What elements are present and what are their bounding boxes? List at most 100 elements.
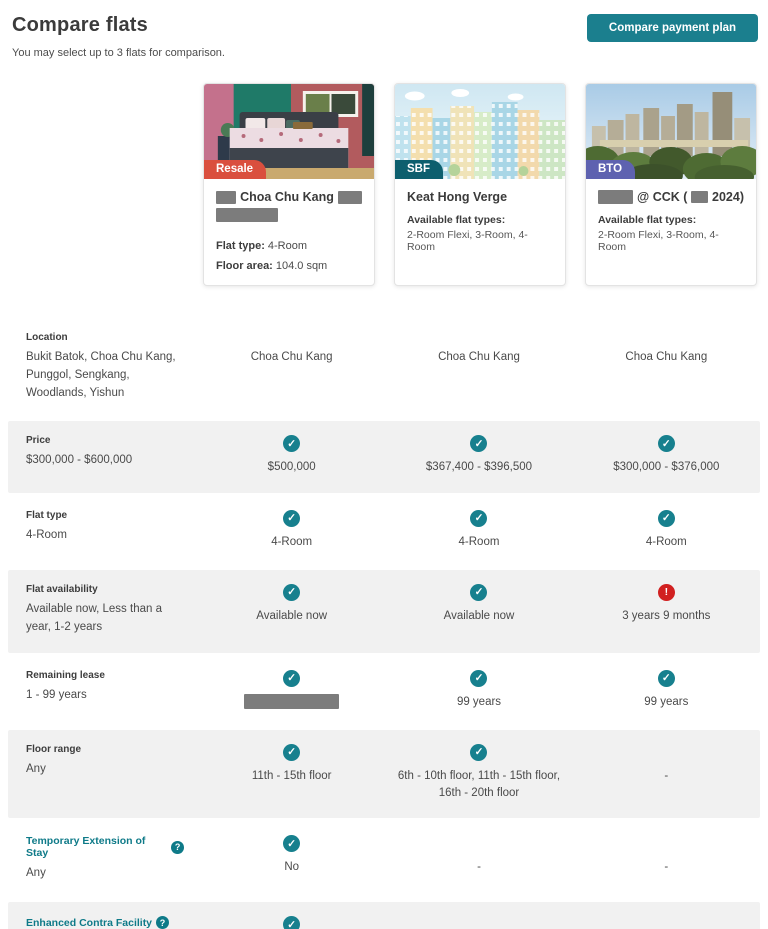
flat-cards: Resale Choa Chu Kang Flat type: 4-Room Fl… — [203, 83, 758, 286]
bto-project-render: BTO — [586, 84, 756, 179]
compare-cell: - — [664, 769, 669, 782]
flat-type-detail: Flat type: 4-Room — [216, 240, 362, 252]
flat-type-label: Flat type: — [216, 240, 265, 252]
row-location: Location Bukit Batok, Choa Chu Kang, Pun… — [8, 318, 760, 418]
check-icon: ✓ — [657, 669, 675, 687]
compare-cell: ✓ $500,000 — [198, 435, 385, 476]
row-temporary-extension-of-stay: Temporary Extension of Stay ? Any ✓ No - … — [8, 821, 760, 899]
redacted-text-block — [598, 190, 634, 204]
row-flat-availability: Flat availability Available now, Less th… — [8, 569, 760, 653]
bto-badge: BTO — [586, 160, 636, 179]
flat-name-visible: @ CCK ( — [637, 190, 688, 204]
redacted-text-block — [216, 208, 278, 222]
check-icon: ✓ — [283, 435, 301, 453]
row-remaining-lease: Remaining lease 1 - 99 years ✓ ✓ 99 years… — [8, 656, 760, 727]
compare-cell: ✓ — [198, 669, 385, 711]
check-icon: ✓ — [470, 583, 488, 601]
compare-cell: ✓ 99 years — [573, 669, 760, 711]
flat-card-resale[interactable]: Resale Choa Chu Kang Flat type: 4-Room Fl… — [203, 83, 375, 286]
check-icon: ✓ — [470, 743, 488, 761]
check-icon: ✓ — [470, 669, 488, 687]
bto-flat-name: @ CCK ( 2024) — [598, 190, 744, 204]
help-icon[interactable]: ? — [156, 916, 170, 929]
compare-cell: - — [385, 916, 572, 929]
row-filter-value: Any — [26, 867, 46, 880]
sbf-badge: SBF — [395, 160, 443, 179]
row-label: Floor range — [26, 743, 82, 755]
row-filter-value: Bukit Batok, Choa Chu Kang, Punggol, Sen… — [26, 351, 176, 399]
check-icon: ✓ — [657, 435, 675, 453]
page-title: Compare flats — [12, 14, 148, 36]
row-label: Flat type — [26, 509, 68, 521]
check-icon: ✓ — [470, 435, 488, 453]
available-types-value: 2-Room Flexi, 3-Room, 4-Room — [598, 229, 719, 253]
row-price: Price $300,000 - $600,000 ✓ $500,000 ✓ $36… — [8, 421, 760, 493]
check-icon: ✓ — [283, 669, 301, 687]
compare-cell: ✓ 4-Room — [573, 509, 760, 551]
floor-area-label: Floor area: — [216, 260, 273, 272]
compare-cell: ✓No — [198, 835, 385, 883]
help-icon[interactable]: ? — [171, 840, 184, 854]
page-subtitle: You may select up to 3 flats for compari… — [12, 47, 225, 59]
row-label: Enhanced Contra Facility ? — [26, 916, 184, 929]
row-filter-value: 1 - 99 years — [26, 688, 87, 701]
row-label: Location — [26, 332, 68, 343]
row-floor-range: Floor range Any ✓ 11th - 15th floor ✓ 6th … — [8, 729, 760, 819]
bto-card-body: @ CCK ( 2024) Available flat types: 2-Ro… — [586, 179, 756, 264]
available-types-label: Available flat types: — [407, 214, 506, 226]
flat-type-value: 4-Room — [267, 240, 308, 252]
compare-cell: ✓ 4-Room — [198, 509, 385, 551]
flat-card-bto[interactable]: BTO @ CCK ( 2024) Available flat types: … — [585, 83, 757, 286]
row-filter-value: 4-Room — [26, 528, 67, 541]
sbf-flat-name: Keat Hong Verge — [407, 190, 508, 204]
resale-flat-name: Choa Chu Kang — [216, 190, 362, 204]
resale-flat-photo: Resale — [204, 84, 374, 179]
sbf-illustration: SBF — [395, 84, 565, 179]
compare-cell: ✓ Available now — [198, 583, 385, 637]
compare-cell: - — [664, 861, 669, 874]
redacted-text-block — [244, 693, 340, 709]
redacted-text-block — [691, 191, 709, 203]
check-icon: ✓ — [283, 835, 301, 853]
row-label: Price — [26, 435, 51, 447]
compare-cell: ✓No — [198, 916, 385, 929]
sbf-card-body: Keat Hong Verge Available flat types: 2-… — [395, 179, 565, 264]
row-filter-value: Available now, Less than a year, 1-2 yea… — [26, 602, 162, 633]
compare-cell: Choa Chu Kang — [250, 351, 333, 363]
redacted-text-block — [337, 190, 362, 204]
check-icon: ✓ — [283, 916, 301, 929]
resale-badge: Resale — [204, 160, 267, 179]
floor-area-detail: Floor area: 104.0 sqm — [216, 260, 362, 272]
compare-cell: ✓ 11th - 15th floor — [198, 743, 385, 803]
available-types-value: 2-Room Flexi, 3-Room, 4-Room — [407, 229, 528, 253]
compare-cell: ✓ 99 years — [385, 669, 572, 711]
available-types-label: Available flat types: — [598, 214, 697, 226]
flat-card-sbf[interactable]: SBF Keat Hong Verge Available flat types… — [394, 83, 566, 286]
compare-cell: - — [573, 916, 760, 929]
resale-card-body: Choa Chu Kang Flat type: 4-Room Floor are… — [204, 179, 374, 283]
compare-cell: ✓ $367,400 - $396,500 — [385, 435, 572, 476]
row-enhanced-contra-facility: Enhanced Contra Facility ? Any ✓No - - — [8, 902, 760, 929]
flat-name-visible: Choa Chu Kang — [240, 190, 334, 204]
compare-cell: Choa Chu Kang — [438, 351, 520, 363]
row-flat-type: Flat type 4-Room ✓ 4-Room ✓ 4-Room ✓ 4-Room — [8, 496, 760, 567]
compare-payment-plan-button[interactable]: Compare payment plan — [587, 14, 758, 42]
redacted-text-block — [216, 190, 237, 204]
row-filter-value: Any — [26, 762, 46, 775]
row-label: Flat availability — [26, 583, 98, 595]
comparison-table: Location Bukit Batok, Choa Chu Kang, Pun… — [0, 318, 768, 929]
compare-cell: ✓ Available now — [385, 583, 572, 637]
compare-cell: Choa Chu Kang — [625, 351, 708, 363]
flat-name-visible: 2024) — [712, 190, 744, 204]
check-icon: ✓ — [283, 509, 301, 527]
compare-cell: - — [477, 861, 481, 874]
compare-cell: ✓ $300,000 - $376,000 — [573, 435, 760, 476]
check-icon: ✓ — [657, 509, 675, 527]
row-filter-value: $300,000 - $600,000 — [26, 454, 133, 467]
check-icon: ✓ — [283, 743, 301, 761]
row-label: Remaining lease — [26, 669, 105, 681]
compare-cell: ✓ 4-Room — [385, 509, 572, 551]
compare-cell: ! 3 years 9 months — [573, 583, 760, 637]
check-icon: ✓ — [470, 509, 488, 527]
